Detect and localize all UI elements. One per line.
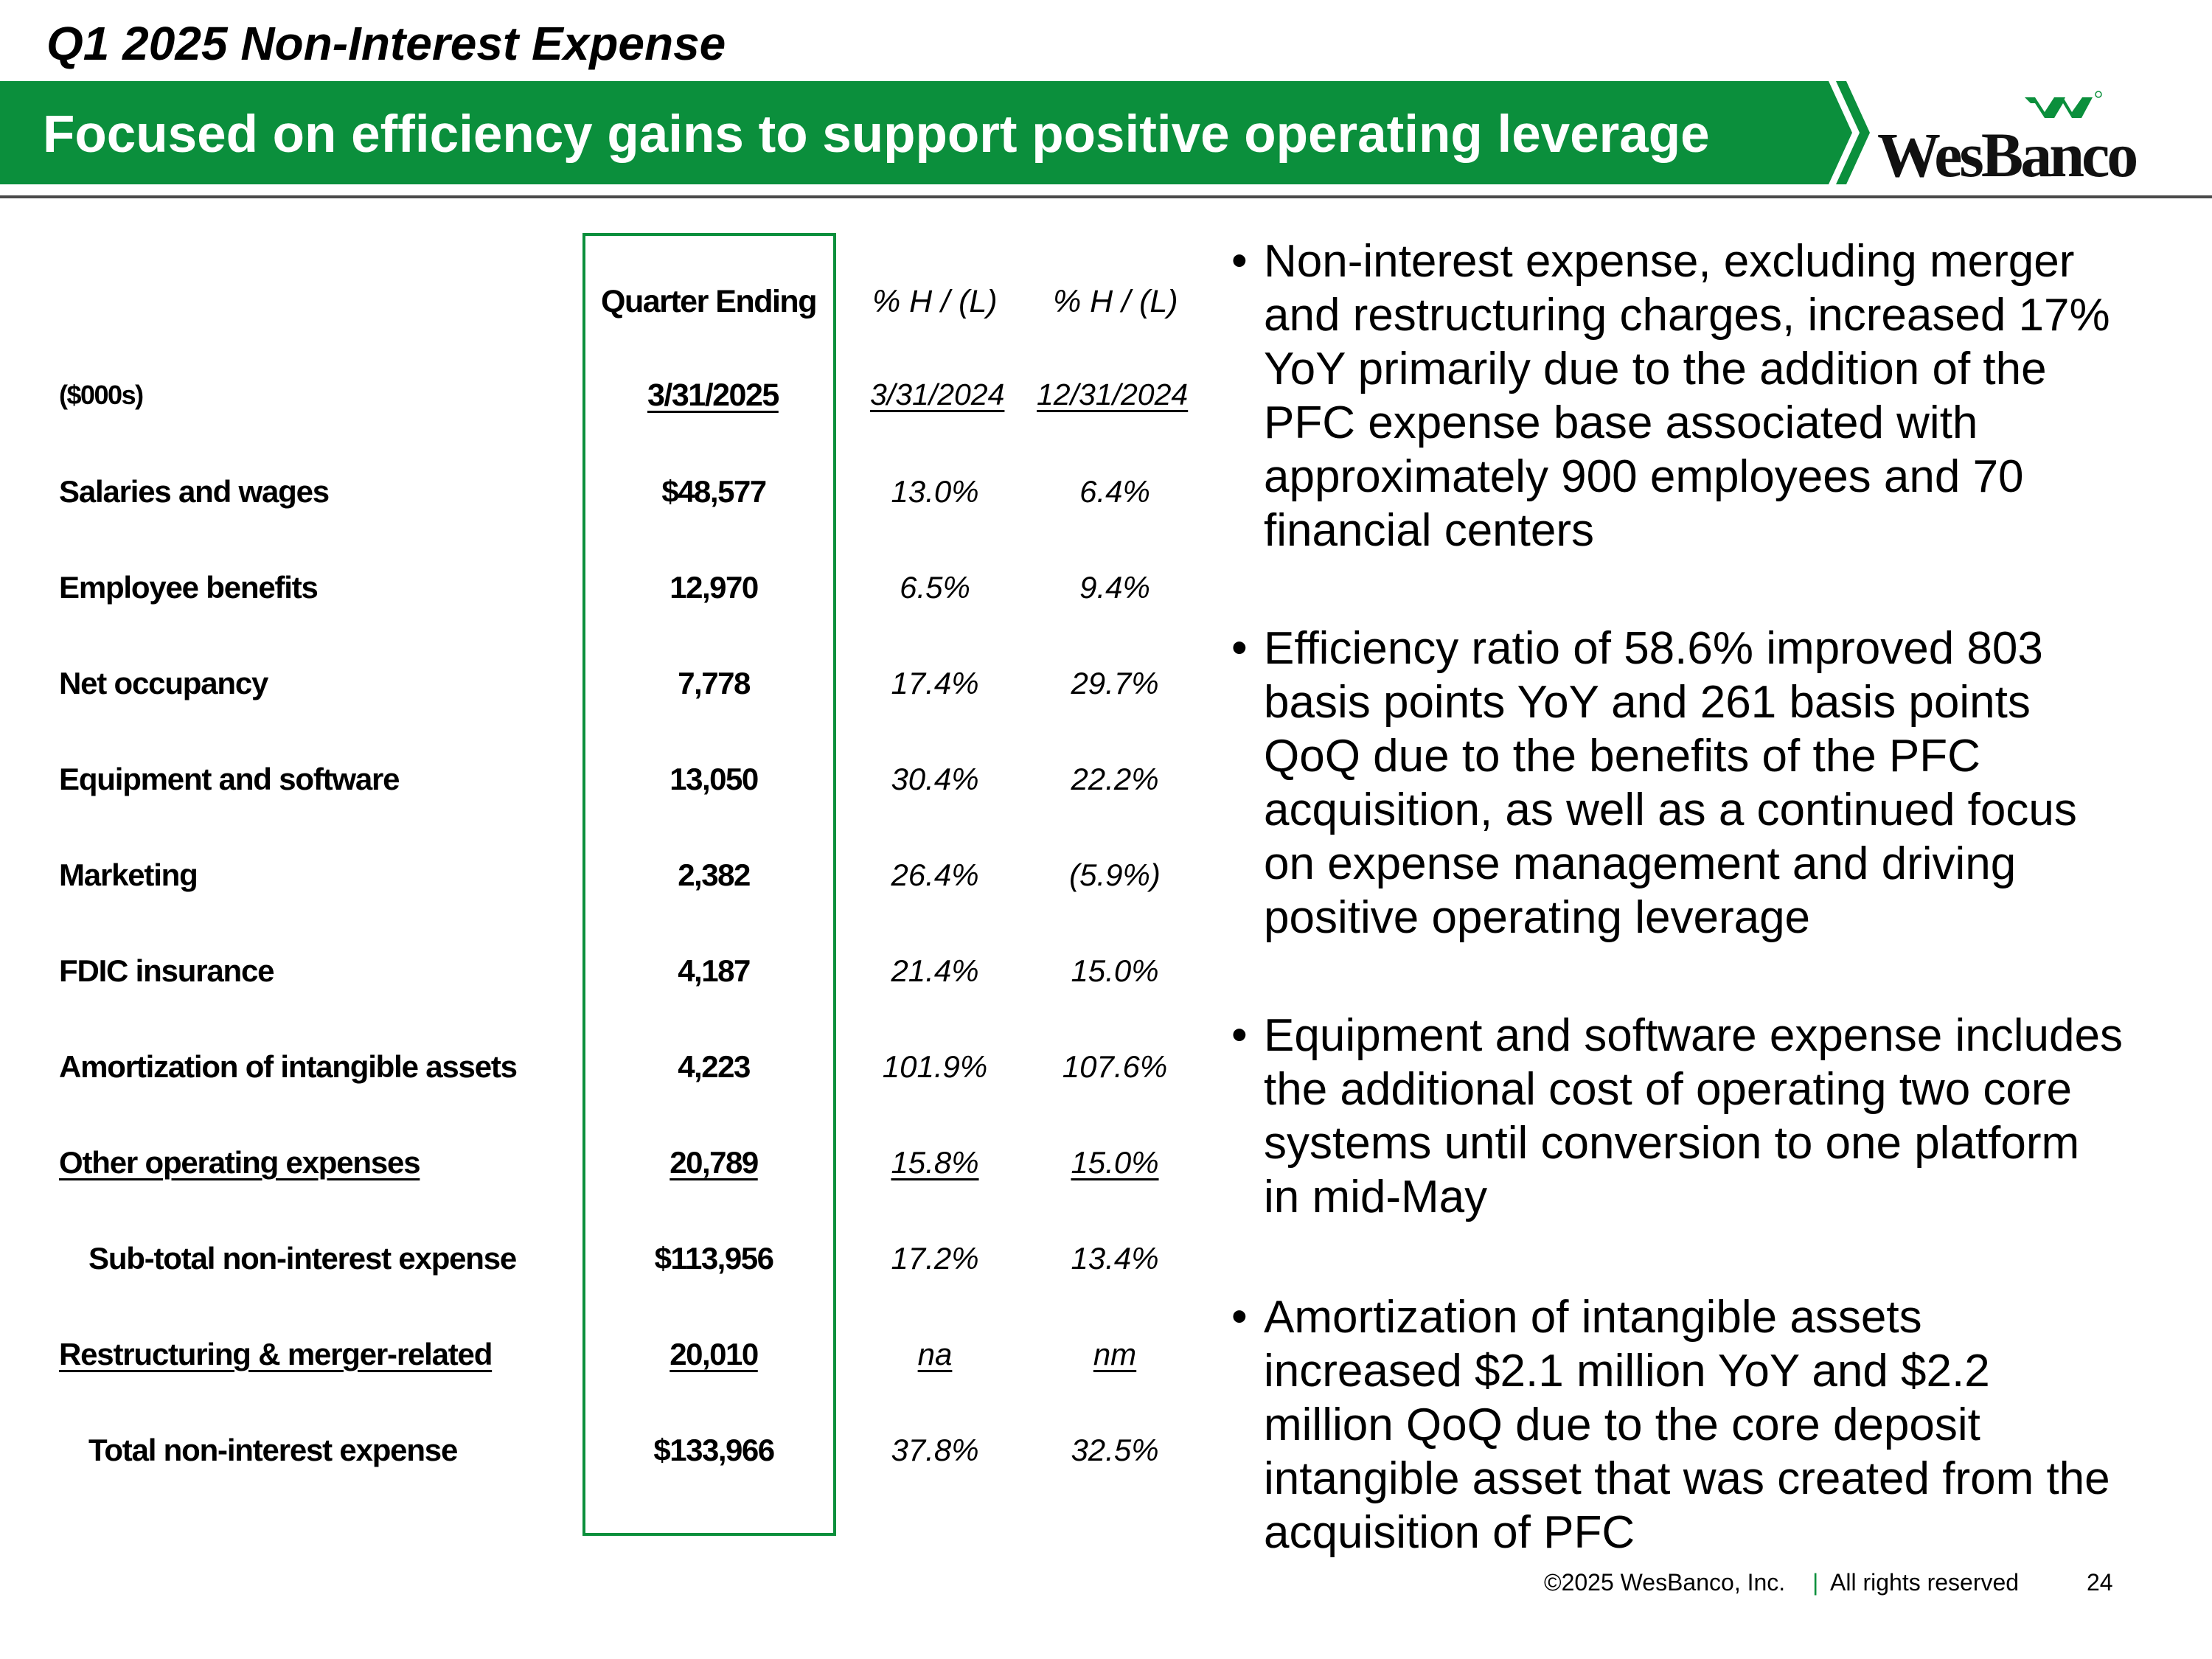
col-date-yoy: 3/31/2024 [870,378,1005,411]
row-yoy: 13.0% [891,474,979,509]
row-yoy: 21.4% [891,953,979,988]
col-date-current: 3/31/2025 [647,378,779,413]
row-label: Sub-total non-interest expense [88,1241,517,1276]
banner-chevron-icon [1799,81,1870,184]
row-label: Total non-interest expense [88,1433,458,1467]
bullet-line: Equipment and software expense includes [1264,1010,2123,1061]
row-qoq: (5.9%) [1069,858,1161,892]
bullet-dot: • [1231,622,1248,673]
bullet-line: the additional cost of operating two cor… [1264,1064,2073,1115]
row-qoq: 15.0% [1071,1145,1159,1180]
row-value: 4,223 [678,1049,751,1084]
row-value: $113,956 [654,1241,774,1276]
bullet-line: in mid-May [1264,1172,1488,1222]
row-value: 13,050 [669,762,759,796]
bullet-line: million QoQ due to the core deposit [1264,1399,1980,1450]
row-qoq: 9.4% [1079,570,1150,605]
bullet-line: financial centers [1264,505,1595,556]
units-label: ($000s) [59,380,144,410]
row-label: Employee benefits [59,570,319,605]
bullet-line: and restructuring charges, increased 17% [1264,290,2110,341]
slide-title: Q1 2025 Non-Interest Expense [46,17,726,70]
bullet-line: on expense management and driving [1264,838,2017,889]
page-number: 24 [2087,1569,2113,1596]
row-value: 2,382 [678,858,751,892]
row-yoy: 6.5% [900,570,970,605]
row-yoy: 30.4% [891,762,979,796]
footer-separator: | [1812,1569,1819,1596]
footer-rights: All rights reserved [1830,1569,2020,1596]
logo-mark-icon [2025,91,2102,118]
row-qoq: 13.4% [1071,1241,1159,1276]
row-value: 7,778 [678,666,751,700]
bullet-line: approximately 900 employees and 70 [1264,451,2024,502]
row-yoy: 17.2% [891,1241,979,1276]
row-value: 12,970 [669,570,759,605]
bullet-line: systems until conversion to one platform [1264,1118,2080,1169]
row-qoq: 107.6% [1062,1049,1168,1084]
row-yoy: 17.4% [891,666,979,700]
banner-headline: Focused on efficiency gains to support p… [43,105,1710,164]
bullet-line: acquisition, as well as a continued focu… [1264,785,2077,835]
row-yoy: 15.8% [891,1145,979,1180]
row-qoq: 15.0% [1071,953,1159,988]
bullet-dot: • [1231,1009,1248,1060]
row-value: 20,010 [669,1337,759,1371]
bullet-line: intangible asset that was created from t… [1264,1453,2110,1504]
logo-wordmark: WesBanco [1877,119,2138,190]
title-banner [0,81,1829,184]
row-yoy: na [917,1337,953,1371]
row-value: 4,187 [678,953,751,988]
header-rule [0,195,2212,198]
row-qoq: 29.7% [1071,666,1159,700]
row-label: Equipment and software [59,762,400,796]
row-label: Net occupancy [59,666,268,700]
row-qoq: 6.4% [1079,474,1150,509]
bullet-dot: • [1231,1291,1248,1342]
bullet-line: basis points YoY and 261 basis points [1264,677,2031,728]
bullet-line: QoQ due to the benefits of the PFC [1264,731,1980,782]
row-label: Amortization of intangible assets [59,1049,518,1084]
col-header-quarter-ending: Quarter Ending [601,284,817,319]
bullet-line: acquisition of PFC [1264,1507,1635,1558]
bullet-line: PFC expense base associated with [1264,397,1978,448]
bullet-line: increased $2.1 million YoY and $2.2 [1264,1346,1990,1397]
bullet-line: YoY primarily due to the addition of the [1264,344,2047,394]
bullet-dot: • [1231,235,1248,286]
row-yoy: 26.4% [891,858,979,892]
row-value: $48,577 [661,474,767,509]
col-header-yoy: % H / (L) [872,284,998,319]
row-label: Marketing [59,858,198,892]
col-date-qoq: 12/31/2024 [1037,378,1189,411]
row-label: Other operating expenses [59,1145,421,1180]
row-value: $133,966 [653,1433,775,1467]
row-yoy: 101.9% [882,1049,988,1084]
row-label: Restructuring & merger-related [59,1337,493,1371]
row-qoq: nm [1093,1337,1137,1371]
row-value: 20,789 [669,1145,759,1180]
bullet-line: Non-interest expense, excluding merger [1264,236,2075,287]
row-qoq: 22.2% [1071,762,1159,796]
col-header-qoq: % H / (L) [1053,284,1178,319]
bullet-line: Amortization of intangible assets [1264,1292,1922,1343]
bullet-line: positive operating leverage [1264,892,1811,943]
row-label: FDIC insurance [59,953,274,988]
wesbanco-logo: WesBanco [1877,88,2157,190]
footer-copyright: ©2025 WesBanco, Inc. [1544,1569,1786,1596]
row-label: Salaries and wages [59,474,330,509]
current-quarter-highlight [582,233,836,1536]
row-qoq: 32.5% [1071,1433,1159,1467]
row-yoy: 37.8% [891,1433,979,1467]
bullet-line: Efficiency ratio of 58.6% improved 803 [1264,623,2043,674]
